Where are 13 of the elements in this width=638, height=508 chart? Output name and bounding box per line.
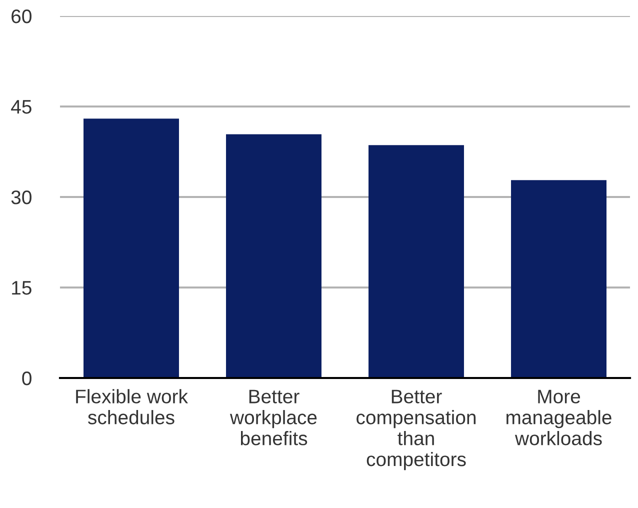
- bar: [511, 180, 606, 378]
- y-tick-label: 60: [12, 9, 32, 24]
- bar: [84, 118, 179, 378]
- y-tick-label: 30: [11, 190, 32, 204]
- bar: [226, 134, 322, 378]
- y-tick-label: 0: [22, 371, 32, 386]
- y-tick-label: 45: [11, 100, 32, 114]
- y-tick-label: 15: [12, 281, 32, 295]
- bar: [368, 145, 464, 378]
- x-tick-label: Flexible work schedules: [76, 389, 188, 424]
- x-tick-label: More manageable workloads: [506, 390, 612, 446]
- x-tick-label: Better compensation than competitors: [356, 390, 476, 470]
- x-tick-label: Better workplace benefits: [230, 390, 317, 446]
